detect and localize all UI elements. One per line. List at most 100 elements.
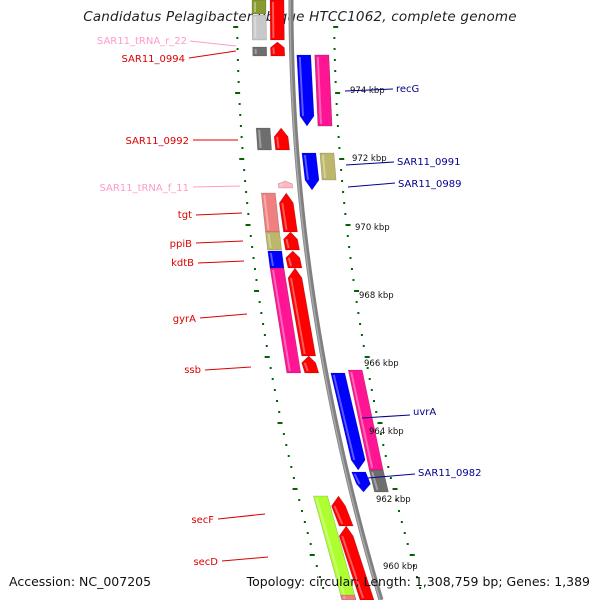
cds-reverse bbox=[351, 471, 371, 493]
tick-mark bbox=[335, 92, 341, 94]
backbone-line bbox=[288, 0, 384, 600]
cds-forward-shine bbox=[276, 136, 280, 149]
cds-reverse bbox=[296, 54, 315, 127]
cog-block bbox=[319, 152, 337, 181]
tick-mark bbox=[415, 576, 418, 578]
gene-label-ppib: ppiB bbox=[170, 239, 192, 250]
tick-mark bbox=[237, 70, 240, 72]
tick-mark bbox=[409, 554, 415, 556]
tick-mark bbox=[262, 323, 265, 325]
cds-forward-shine bbox=[341, 535, 364, 599]
tick-mark bbox=[235, 92, 241, 94]
backbone-highlight bbox=[289, 0, 381, 600]
cds-forward-shine bbox=[333, 505, 344, 525]
tick-mark bbox=[240, 136, 243, 138]
tick-mark bbox=[233, 26, 239, 28]
tick-mark bbox=[239, 158, 245, 160]
tick-mark bbox=[247, 213, 250, 215]
tick-mark bbox=[362, 345, 365, 347]
cog-block-shine bbox=[321, 154, 327, 179]
tick-mark bbox=[252, 257, 255, 259]
gene-label-uvra: uvrA bbox=[413, 407, 436, 418]
tick-mark bbox=[236, 59, 239, 61]
scale-label-968: 968 kbp bbox=[359, 291, 394, 301]
tick-mark bbox=[344, 213, 347, 215]
tick-mark bbox=[406, 543, 409, 545]
tick-mark bbox=[244, 180, 247, 182]
scale-label-970: 970 kbp bbox=[355, 223, 390, 233]
cds-forward bbox=[283, 231, 300, 251]
tick-mark bbox=[236, 37, 239, 39]
tick-mark bbox=[269, 367, 272, 369]
tick-mark bbox=[400, 521, 403, 523]
cog-block bbox=[314, 54, 333, 127]
tick-mark bbox=[377, 422, 383, 424]
tick-mark bbox=[301, 510, 304, 512]
tick-mark bbox=[285, 444, 288, 446]
tick-mark bbox=[403, 532, 406, 534]
cds-forward-shine bbox=[281, 202, 288, 231]
tick-mark bbox=[354, 290, 360, 292]
tick-mark bbox=[258, 301, 261, 303]
cog-block bbox=[252, 46, 268, 57]
tick-mark bbox=[336, 125, 339, 127]
tick-mark bbox=[237, 81, 240, 83]
gene-label-ssb: ssb bbox=[184, 365, 201, 376]
cds-forward bbox=[285, 250, 303, 269]
tick-mark bbox=[254, 290, 260, 292]
gene-label-kdtb: kdtB bbox=[171, 258, 194, 269]
tick-mark bbox=[253, 268, 256, 270]
cog-block-shine bbox=[350, 371, 374, 469]
tick-mark bbox=[412, 565, 415, 567]
tick-mark bbox=[282, 433, 285, 435]
cds-forward bbox=[331, 495, 354, 527]
tick-mark bbox=[392, 488, 398, 490]
cds-reverse-shine bbox=[303, 154, 309, 181]
gene-label-tgt: tgt bbox=[178, 210, 192, 221]
tick-mark bbox=[264, 356, 270, 358]
tick-mark bbox=[349, 257, 352, 259]
cds-reverse-shine bbox=[298, 56, 304, 117]
tick-mark bbox=[238, 103, 241, 105]
tick-mark bbox=[241, 147, 244, 149]
gene-label-secf: secF bbox=[191, 515, 214, 526]
tick-mark bbox=[368, 378, 371, 380]
tick-mark bbox=[379, 433, 382, 435]
cog-block-shine bbox=[272, 269, 291, 372]
tick-mark bbox=[341, 180, 344, 182]
trna-shine bbox=[280, 183, 283, 187]
cog-block bbox=[368, 469, 389, 493]
tick-mark bbox=[389, 477, 392, 479]
gene-label-sar11-trna-r-22: SAR11_tRNA_r_22 bbox=[97, 36, 187, 47]
genome-backbone bbox=[288, 0, 384, 600]
tick-mark bbox=[260, 312, 263, 314]
tick-mark bbox=[273, 389, 276, 391]
gene-label-sar11-0994: SAR11_0994 bbox=[122, 54, 186, 65]
scale-label-964: 964 kbp bbox=[369, 427, 404, 437]
cds-forward bbox=[338, 525, 375, 600]
tick-mark bbox=[340, 169, 343, 171]
cds-forward bbox=[287, 267, 317, 357]
tick-mark bbox=[336, 114, 339, 116]
tick-mark bbox=[370, 389, 373, 391]
tick-mark bbox=[334, 81, 337, 83]
cog-block-shine bbox=[371, 471, 379, 491]
tick-mark bbox=[375, 411, 378, 413]
cog-block-shine bbox=[315, 497, 346, 599]
cds-forward bbox=[278, 192, 298, 233]
trna bbox=[277, 180, 294, 189]
cds-forward bbox=[273, 127, 290, 151]
tick-mark bbox=[346, 235, 349, 237]
scale-label-960: 960 kbp bbox=[383, 562, 418, 572]
tick-mark bbox=[359, 323, 362, 325]
tick-mark bbox=[246, 202, 249, 204]
cds-forward-shine bbox=[285, 238, 290, 249]
tick-mark bbox=[352, 279, 355, 281]
tick-mark bbox=[395, 499, 398, 501]
cog-block-shine bbox=[263, 194, 270, 231]
tick-mark bbox=[333, 26, 339, 28]
tick-mark bbox=[357, 312, 360, 314]
cds-reverse bbox=[301, 152, 320, 191]
tick-mark bbox=[249, 235, 252, 237]
tick-mark bbox=[263, 334, 266, 336]
